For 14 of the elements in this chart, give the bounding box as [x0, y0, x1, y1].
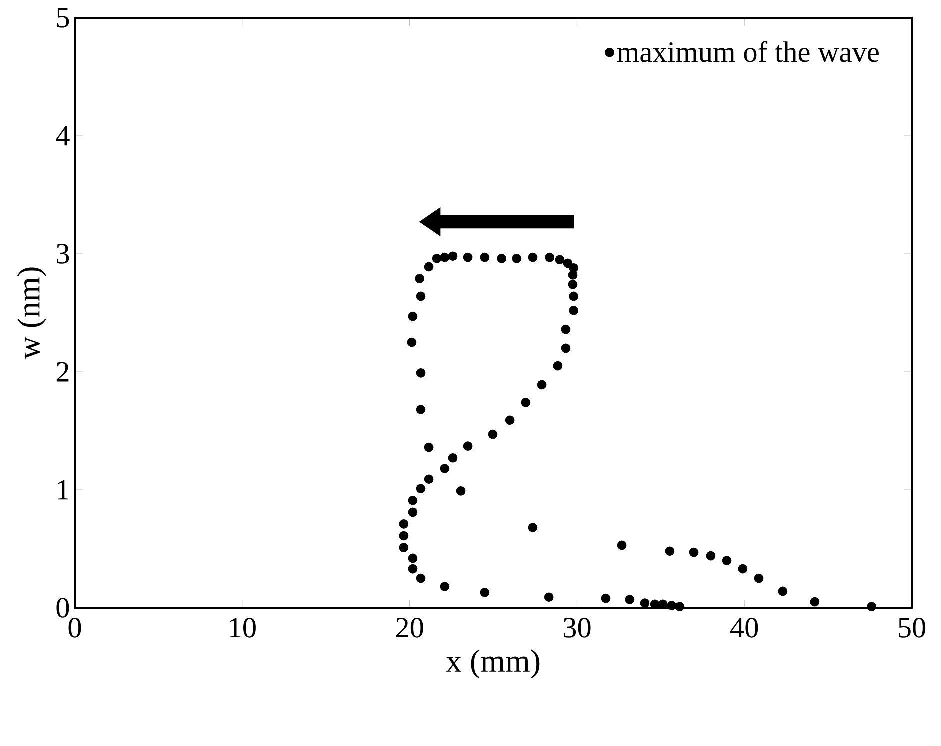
x-tick-label: 10 — [230, 618, 256, 638]
y-tick-label: 2 — [56, 362, 69, 382]
y-tick-label: 5 — [57, 8, 70, 28]
x-tick-label: 30 — [564, 618, 591, 638]
y-tick-label: 4 — [56, 126, 70, 146]
x-tick-label: 20 — [396, 618, 424, 638]
y-tick-label: 3 — [57, 244, 70, 264]
y-axis-title: w (nm) — [17, 268, 46, 360]
x-tick-label: 40 — [730, 618, 758, 638]
x-axis-title: x (mm) — [446, 650, 540, 679]
y-tick-label: 0 — [56, 598, 70, 618]
x-tick-label: 50 — [899, 618, 926, 638]
legend-label: maximum of the wave — [617, 41, 879, 62]
y-tick-label: 1 — [58, 480, 69, 500]
